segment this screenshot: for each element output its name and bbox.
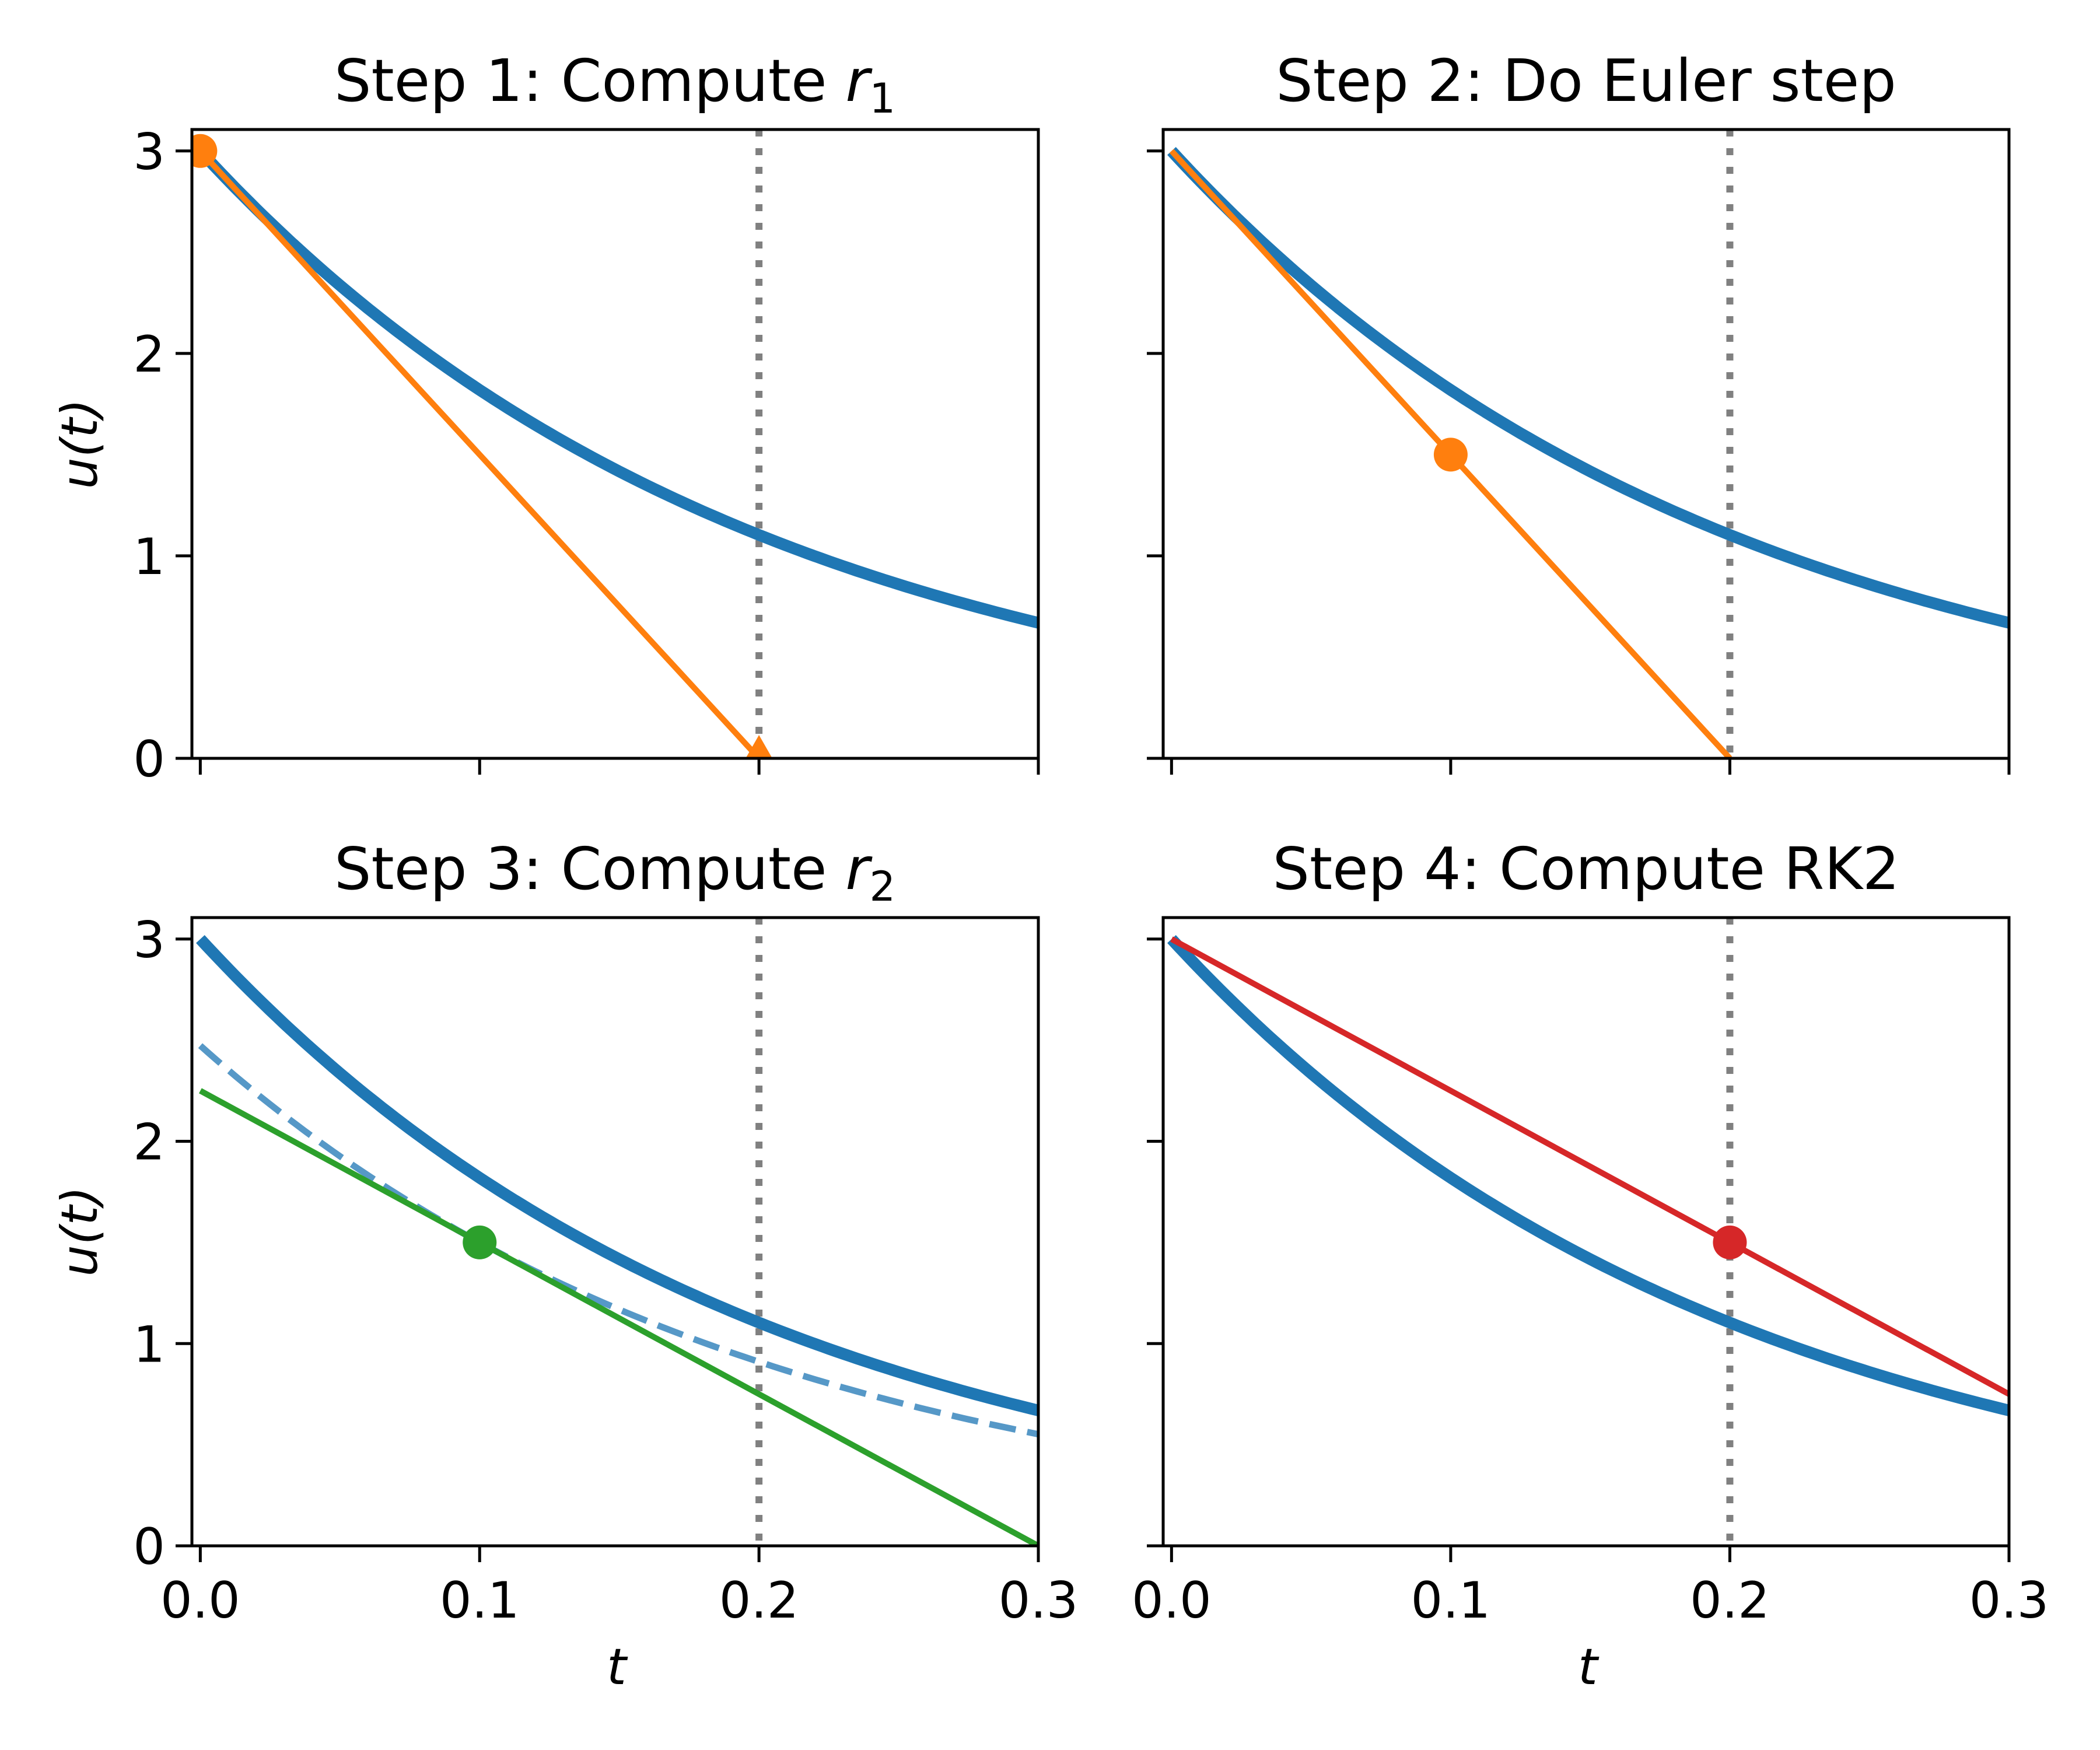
x-tick-label: 0.3 — [1969, 1572, 2049, 1630]
series-line — [196, 935, 1038, 1416]
plot-area — [1167, 130, 2009, 758]
axes: 0 1 2 3 — [133, 123, 1040, 789]
y-tick-label: 1 — [133, 1315, 165, 1374]
series-line — [1167, 935, 2009, 1416]
series-line — [198, 1043, 1038, 1438]
point-marker — [1713, 1225, 1747, 1259]
axes-frame — [1161, 916, 2011, 1548]
x-tick-label: 0.2 — [719, 1572, 799, 1630]
axes-frame — [1161, 128, 2011, 760]
y-axis-label: u(t) — [51, 1186, 109, 1276]
panel-title: Step 1: Compute r1 — [334, 47, 895, 123]
axes-frame — [190, 916, 1040, 1548]
y-tick-label: 3 — [133, 123, 165, 181]
axes-frame — [190, 128, 1040, 760]
y-axis-label: u(t) — [51, 398, 109, 489]
triangle-marker — [746, 735, 772, 758]
y-tick-label: 0 — [133, 730, 165, 789]
series-line — [196, 147, 1038, 629]
axes: 0.0 0.1 0.2 0.3 — [1132, 916, 2049, 1630]
plot-area — [192, 130, 1038, 758]
series-line — [1167, 147, 2009, 629]
plot-area — [196, 918, 1038, 1546]
x-tick-label: 0.2 — [1690, 1572, 1770, 1630]
panel-title: Step 3: Compute r2 — [334, 835, 895, 911]
panel-step-2: Step 2: Do Euler step — [1147, 47, 2011, 775]
panel-title: Step 4: Compute RK2 — [1272, 835, 1899, 903]
point-marker — [192, 134, 218, 168]
series-line — [199, 1088, 1038, 1546]
point-marker — [463, 1225, 497, 1259]
y-tick-label: 2 — [133, 326, 165, 384]
y-tick-label: 1 — [133, 528, 165, 586]
axes — [1147, 128, 2011, 775]
panel-step-3: Step 3: Compute r2 0.0 0.1 0.2 0.3 0 1 2 3 u(t)… — [51, 835, 1078, 1696]
series-line — [1170, 936, 2009, 1397]
y-tick-label: 3 — [133, 911, 165, 970]
x-tick-label: 0.0 — [1132, 1572, 1212, 1630]
panel-step-1: Step 1: Compute r1 0 1 2 3 u(t) — [51, 47, 1040, 789]
axes: 0.0 0.1 0.2 0.3 0 1 2 3 — [133, 911, 1078, 1630]
x-axis-label: t — [607, 1638, 628, 1696]
y-tick-label: 2 — [133, 1114, 165, 1172]
x-tick-label: 0.1 — [1411, 1572, 1491, 1630]
x-tick-label: 0.1 — [440, 1572, 520, 1630]
panel-title: Step 2: Do Euler step — [1276, 47, 1896, 115]
point-marker — [1433, 438, 1468, 472]
y-tick-label: 0 — [133, 1518, 165, 1576]
series-line — [198, 149, 761, 758]
panel-step-4: Step 4: Compute RK2 0.0 0.1 0.2 0.3 t — [1132, 835, 2049, 1696]
x-tick-label: 0.3 — [999, 1572, 1079, 1630]
x-axis-label: t — [1578, 1638, 1600, 1696]
plot-area — [1167, 918, 2009, 1546]
x-tick-label: 0.0 — [160, 1572, 240, 1630]
